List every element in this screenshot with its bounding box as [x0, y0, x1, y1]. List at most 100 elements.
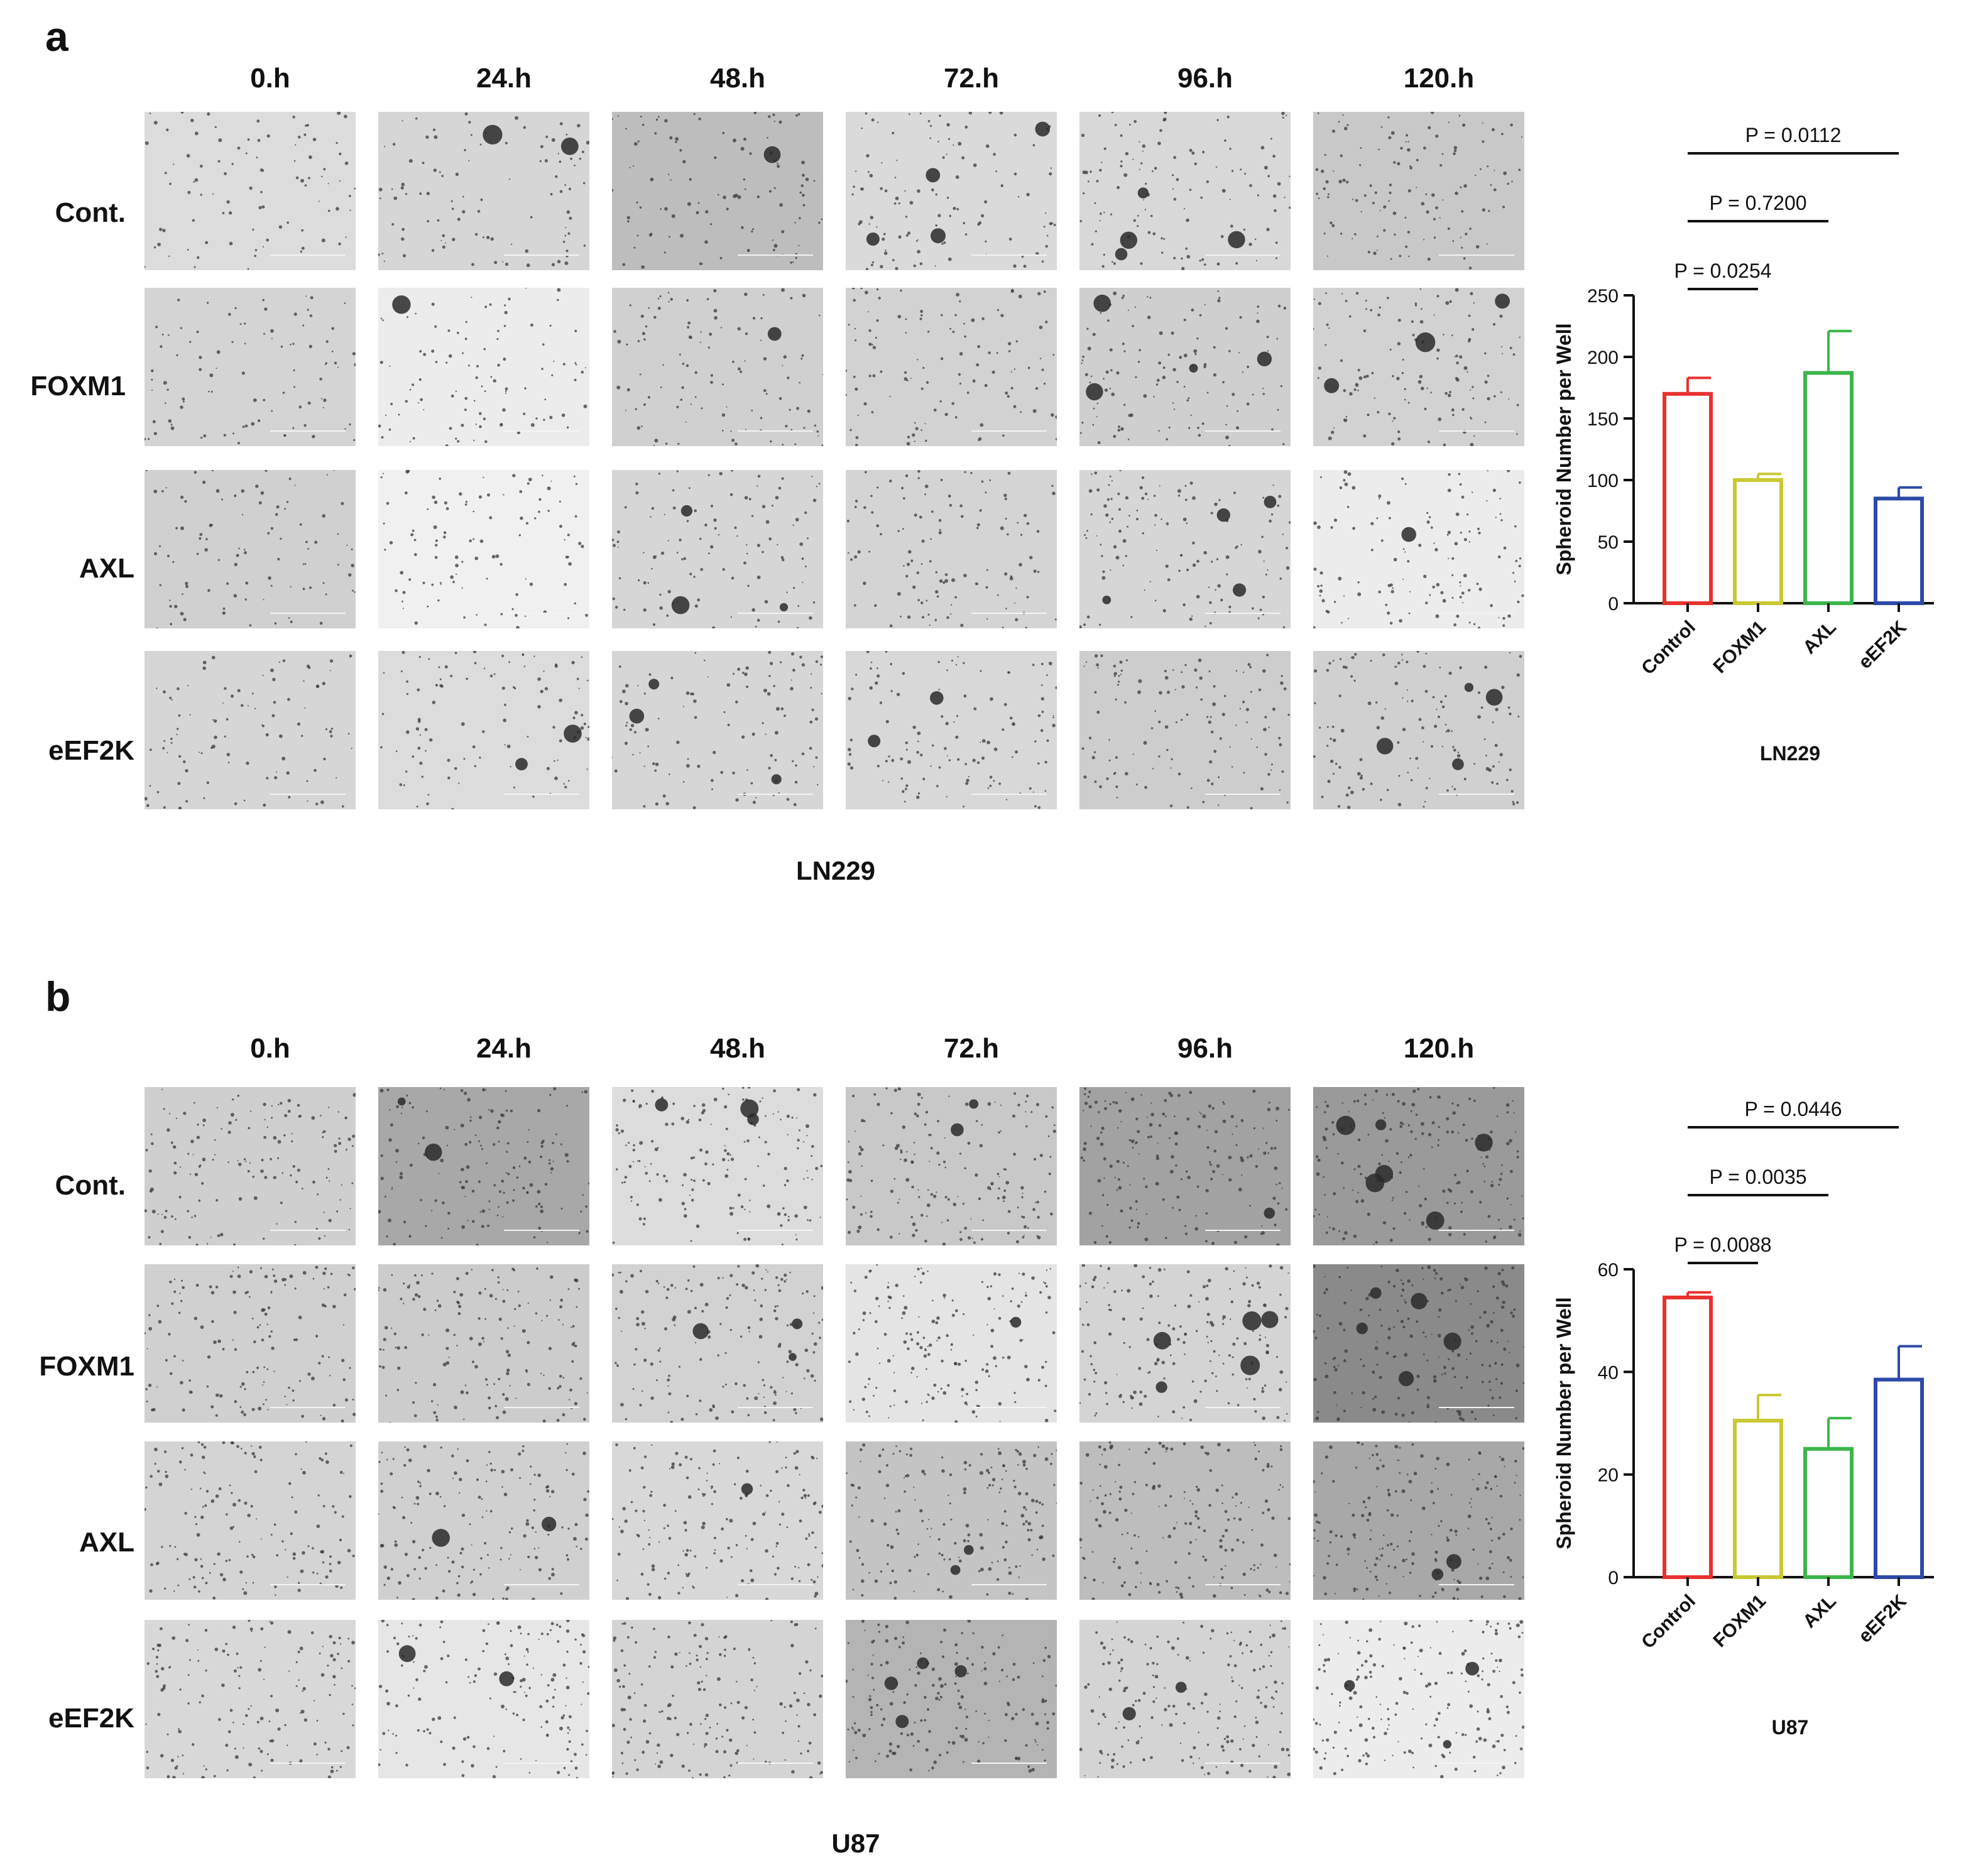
condition-label: AXL — [79, 1527, 134, 1558]
y-tick-label: 200 — [1587, 347, 1619, 368]
micrograph-image — [145, 1441, 356, 1600]
condition-label: FOXM1 — [39, 1351, 134, 1382]
micrograph-image — [1313, 1264, 1524, 1423]
micrograph-image — [1313, 1441, 1524, 1600]
micrograph-image — [1079, 651, 1291, 809]
y-tick-label: 100 — [1587, 471, 1619, 491]
y-tick-label: 0 — [1608, 1568, 1619, 1588]
timepoint-label: 96.h — [1177, 63, 1233, 94]
timepoint-label: 0.h — [250, 1033, 290, 1064]
timepoint-label: 24.h — [476, 1033, 532, 1064]
micrograph-image — [145, 470, 356, 628]
bar — [1803, 371, 1854, 605]
micrograph-image — [612, 1087, 823, 1245]
bar — [1803, 1446, 1854, 1579]
y-tick-label: 250 — [1587, 286, 1619, 307]
category-label: AXL — [1799, 617, 1840, 659]
micrograph-image — [846, 1264, 1057, 1423]
category-label: FOXM1 — [1710, 617, 1770, 677]
micrograph-image — [145, 288, 356, 446]
p-value-label: P = 0.0088 — [1674, 1233, 1771, 1256]
micrograph-image — [612, 651, 823, 809]
micrograph-image — [378, 470, 589, 628]
timepoint-label: 48.h — [709, 63, 766, 94]
timepoint-label: 72.h — [943, 1033, 1000, 1064]
timepoint-label: 24.h — [476, 63, 532, 94]
y-axis-label: Spheroid Number per Well — [1553, 323, 1575, 575]
micrograph-image — [378, 1620, 589, 1778]
micrograph-image — [145, 651, 356, 809]
cell-line-label: LN229 — [795, 856, 876, 885]
micrograph-image — [1079, 1087, 1291, 1245]
micrograph-image — [145, 1264, 356, 1423]
micrograph-image — [1313, 1087, 1524, 1245]
micrograph-image — [1079, 1264, 1291, 1423]
p-value-label: P = 0.0254 — [1674, 260, 1771, 282]
micrograph-image — [1313, 651, 1524, 809]
micrograph-image — [1079, 288, 1291, 446]
y-axis-label: Spheroid Number per Well — [1553, 1297, 1575, 1549]
category-label: Control — [1637, 1591, 1700, 1653]
cell-line-label: U87 — [831, 1829, 880, 1858]
category-label: eEF2K — [1855, 616, 1911, 673]
micrograph-image — [1079, 112, 1291, 270]
timepoint-label: 120.h — [1403, 1033, 1475, 1064]
condition-label: FOXM1 — [30, 371, 126, 402]
micrograph-image — [378, 288, 589, 446]
timepoint-label: 0.h — [250, 63, 290, 94]
bar — [1874, 496, 1924, 606]
micrograph-image — [612, 1441, 823, 1600]
timepoint-label: 120.h — [1403, 63, 1475, 94]
y-tick-label: 40 — [1598, 1362, 1619, 1383]
bar — [1663, 391, 1713, 605]
micrograph-image — [1313, 112, 1524, 270]
micrograph-image — [846, 288, 1057, 446]
bar-chart-u87: 0 20 40 60 Spheroid Number per Well Control FO… — [1553, 1098, 1934, 1739]
x-axis-label: LN229 — [1760, 742, 1820, 765]
micrograph-image — [145, 112, 356, 270]
condition-label: AXL — [79, 553, 134, 584]
micrograph-image — [846, 651, 1057, 809]
micrograph-image — [378, 1087, 589, 1245]
micrograph-image — [145, 1087, 356, 1245]
bar-chart-ln229: 0 50 100 150 200 250 Spheroid Number per Well C… — [1553, 124, 1934, 765]
y-tick-label: 50 — [1598, 532, 1619, 553]
timepoint-label: 48.h — [709, 1033, 766, 1064]
bar — [1874, 1377, 1924, 1579]
micrograph-image — [612, 288, 823, 446]
y-tick-label: 20 — [1598, 1465, 1619, 1486]
timepoint-label: 96.h — [1177, 1033, 1233, 1064]
p-value-label: P = 0.7200 — [1709, 192, 1806, 214]
micrograph-image — [1079, 470, 1291, 628]
p-value-label: P = 0.0112 — [1745, 124, 1842, 146]
micrograph-image — [1079, 1441, 1291, 1600]
condition-label: eEF2K — [48, 735, 134, 766]
condition-label: Cont. — [55, 197, 126, 228]
condition-label: eEF2K — [48, 1703, 134, 1734]
micrograph-image — [145, 1620, 356, 1778]
p-value-label: P = 0.0035 — [1709, 1166, 1806, 1188]
micrograph-image — [846, 1087, 1057, 1245]
category-label: FOXM1 — [1710, 1591, 1770, 1651]
micrograph-image — [846, 470, 1057, 628]
condition-label: Cont. — [55, 1170, 126, 1201]
x-axis-label: U87 — [1772, 1716, 1809, 1739]
micrograph-image — [1313, 288, 1524, 446]
micrograph-image — [1313, 1620, 1524, 1778]
micrograph-image — [846, 1620, 1057, 1778]
bar — [1733, 478, 1783, 605]
panel-letter-a: a — [45, 13, 68, 60]
bar — [1733, 1418, 1783, 1580]
micrograph-image — [378, 112, 589, 270]
micrograph-image — [378, 651, 589, 809]
bar — [1663, 1295, 1713, 1579]
micrograph-image — [378, 1264, 589, 1423]
p-value-label: P = 0.0446 — [1744, 1098, 1842, 1120]
micrograph-image — [1079, 1620, 1291, 1778]
micrograph-image — [378, 1441, 589, 1600]
micrograph-image — [612, 1264, 823, 1423]
micrograph-image — [846, 112, 1057, 270]
y-tick-label: 150 — [1587, 409, 1619, 430]
category-label: AXL — [1799, 1591, 1840, 1632]
category-label: eEF2K — [1855, 1590, 1911, 1647]
